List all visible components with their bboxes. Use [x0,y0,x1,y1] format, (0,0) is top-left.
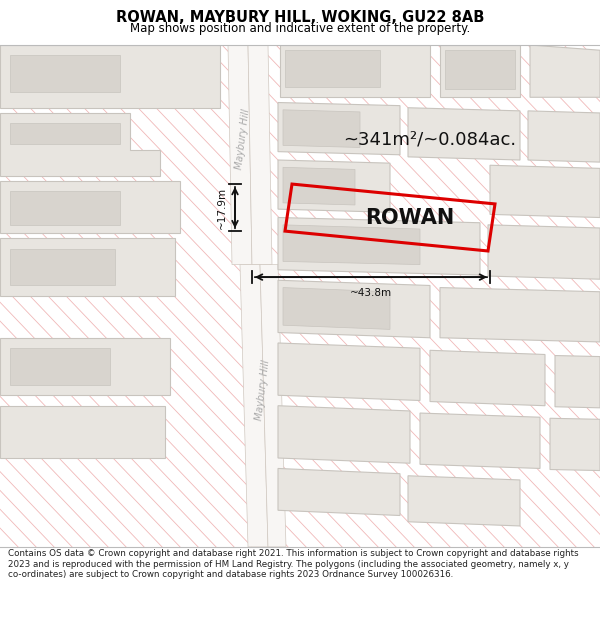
Polygon shape [283,225,420,264]
Polygon shape [0,181,180,233]
Text: ROWAN, MAYBURY HILL, WOKING, GU22 8AB: ROWAN, MAYBURY HILL, WOKING, GU22 8AB [116,10,484,25]
Polygon shape [283,168,355,205]
Polygon shape [278,160,390,212]
Polygon shape [285,50,380,87]
Polygon shape [10,249,115,286]
Polygon shape [530,45,600,98]
Polygon shape [440,45,520,98]
Polygon shape [278,406,410,463]
Polygon shape [10,123,120,144]
Polygon shape [0,406,165,458]
Polygon shape [555,356,600,408]
Polygon shape [0,238,175,296]
Polygon shape [430,350,545,406]
Polygon shape [228,45,252,264]
Polygon shape [0,113,160,176]
Polygon shape [440,288,600,342]
Polygon shape [240,264,268,547]
Polygon shape [278,217,480,275]
Text: ~341m²/~0.084ac.: ~341m²/~0.084ac. [343,130,517,148]
Text: Maybury Hill: Maybury Hill [235,108,251,170]
Polygon shape [248,45,272,264]
Text: Contains OS data © Crown copyright and database right 2021. This information is : Contains OS data © Crown copyright and d… [8,549,578,579]
Polygon shape [488,225,600,279]
Polygon shape [278,102,400,155]
Polygon shape [528,111,600,162]
Polygon shape [408,107,520,160]
Polygon shape [420,413,540,469]
Text: Map shows position and indicative extent of the property.: Map shows position and indicative extent… [130,22,470,35]
Polygon shape [283,110,360,148]
Polygon shape [280,45,430,98]
Polygon shape [490,165,600,217]
Text: ROWAN: ROWAN [365,208,455,227]
Polygon shape [10,348,110,385]
Polygon shape [278,280,430,338]
Polygon shape [550,418,600,471]
Text: Maybury Hill: Maybury Hill [254,359,272,421]
Polygon shape [445,50,515,89]
Text: ~43.8m: ~43.8m [350,288,392,298]
Polygon shape [283,288,390,329]
Polygon shape [278,469,400,516]
Polygon shape [278,343,420,401]
Text: ~17.9m: ~17.9m [217,186,227,229]
Polygon shape [408,476,520,526]
Polygon shape [10,56,120,92]
Polygon shape [260,264,286,547]
Polygon shape [0,338,170,395]
Polygon shape [0,45,220,108]
Polygon shape [10,191,120,225]
